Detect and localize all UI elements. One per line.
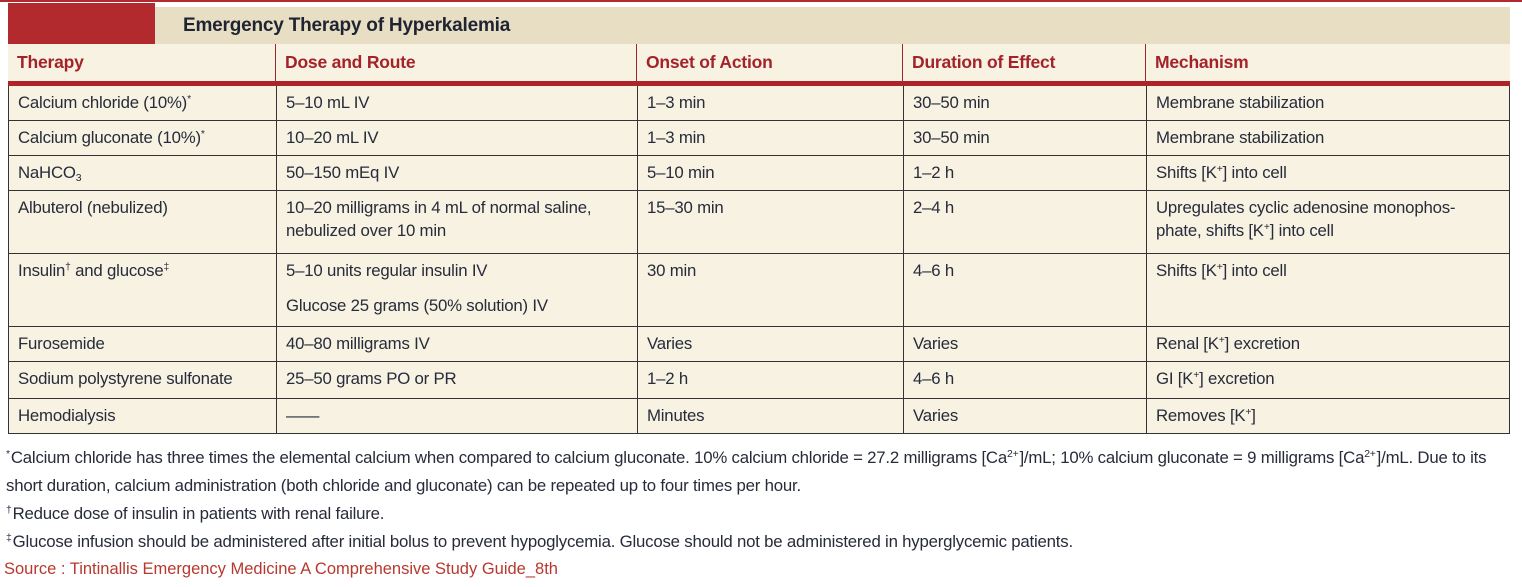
footnote: *Calcium chloride has three times the el… — [6, 448, 1487, 495]
cell-mechanism: Membrane stabilization — [1146, 86, 1509, 120]
column-header-onset-of-action: Onset of Action — [636, 44, 902, 81]
cell-onset-of-action: 1–2 h — [637, 362, 903, 398]
cell-duration-of-effect: 1–2 h — [903, 156, 1146, 190]
cell-therapy: Calcium chloride (10%)* — [18, 93, 191, 112]
cell-therapy: NaHCO3 — [18, 163, 82, 184]
column-header-mechanism: Mechanism — [1145, 44, 1510, 81]
footnote: ‡Glucose infusion should be administered… — [6, 532, 1073, 551]
cell-mechanism: Removes [K+] — [1146, 399, 1509, 433]
cell-duration-of-effect: 4–6 h — [903, 362, 1146, 398]
cell-mechanism: Shifts [K+] into cell — [1146, 254, 1509, 326]
cell-mechanism: Membrane stabilization — [1146, 121, 1509, 155]
title-accent-block — [8, 3, 155, 44]
top-rule — [0, 0, 1522, 2]
table-body: Calcium chloride (10%)* 5–10 mL IV 1–3 min… — [8, 86, 1510, 434]
cell-dose-and-route: 40–80 milligrams IV — [276, 327, 637, 361]
table-row: Furosemide 40–80 milligrams IV Varies Varie… — [9, 326, 1509, 361]
cell-mechanism: Renal [K+] excretion — [1146, 327, 1509, 361]
cell-dose-and-route: 25–50 grams PO or PR — [276, 362, 637, 398]
table-row: NaHCO3 50–150 mEq IV 5–10 min 1–2 h Shifts [… — [9, 155, 1509, 190]
cell-duration-of-effect: Varies — [903, 399, 1146, 433]
cell-onset-of-action: 5–10 min — [637, 156, 903, 190]
therapy-table: Therapy Dose and Route Onset of Action Dura… — [8, 44, 1510, 434]
cell-onset-of-action: 30 min — [637, 254, 903, 326]
cell-therapy: Calcium gluconate (10%)* — [18, 128, 205, 147]
cell-mechanism: Shifts [K+] into cell — [1146, 156, 1509, 190]
cell-mechanism: GI [K+] excretion — [1146, 362, 1509, 398]
cell-onset-of-action: 1–3 min — [637, 121, 903, 155]
cell-duration-of-effect: 2–4 h — [903, 191, 1146, 253]
cell-duration-of-effect: 30–50 min — [903, 121, 1146, 155]
cell-dose-and-route: 5–10 mL IV — [276, 86, 637, 120]
table-row: Insulin† and glucose‡ 5–10 units regular … — [9, 253, 1509, 326]
column-header-therapy: Therapy — [17, 52, 84, 72]
cell-dose-and-route: 10–20 milligrams in 4 mL of normal salin… — [276, 191, 637, 253]
cell-dose-and-route: —— — [276, 399, 637, 433]
table-row: Calcium chloride (10%)* 5–10 mL IV 1–3 min… — [9, 86, 1509, 120]
cell-therapy: Furosemide — [18, 334, 105, 353]
cell-duration-of-effect: 30–50 min — [903, 86, 1146, 120]
table-row: Sodium polystyrene sulfonate 25–50 grams … — [9, 361, 1509, 398]
source-citation: Source : Tintinallis Emergency Medicine … — [4, 560, 558, 578]
header-divider-rule — [8, 81, 1510, 86]
cell-dose-and-route: 50–150 mEq IV — [276, 156, 637, 190]
cell-onset-of-action: Minutes — [637, 399, 903, 433]
cell-dose-and-route: 5–10 units regular insulin IV Glucose 25 … — [276, 254, 637, 326]
column-header-dose-and-route: Dose and Route — [275, 44, 636, 81]
table-row: Albuterol (nebulized) 10–20 milligrams in… — [9, 190, 1509, 253]
footnotes: *Calcium chloride has three times the el… — [6, 444, 1514, 556]
footnote: †Reduce dose of insulin in patients with… — [6, 504, 385, 523]
cell-mechanism: Upregulates cyclic adenosine monophos-ph… — [1146, 191, 1509, 253]
cell-therapy: Insulin† and glucose‡ — [18, 261, 170, 280]
cell-onset-of-action: 1–3 min — [637, 86, 903, 120]
column-header-duration-of-effect: Duration of Effect — [902, 44, 1145, 81]
cell-dose-and-route: 10–20 mL IV — [276, 121, 637, 155]
table-header-row: Therapy Dose and Route Onset of Action Dura… — [8, 44, 1510, 81]
cell-therapy: Sodium polystyrene sulfonate — [18, 369, 233, 388]
cell-therapy: Albuterol (nebulized) — [18, 198, 168, 217]
title-bar — [8, 7, 1510, 44]
cell-onset-of-action: Varies — [637, 327, 903, 361]
table-row: Hemodialysis —— Minutes Varies Removes [K+] — [9, 398, 1509, 433]
cell-duration-of-effect: Varies — [903, 327, 1146, 361]
cell-onset-of-action: 15–30 min — [637, 191, 903, 253]
table-title: Emergency Therapy of Hyperkalemia — [183, 14, 511, 36]
cell-duration-of-effect: 4–6 h — [903, 254, 1146, 326]
cell-therapy: Hemodialysis — [18, 406, 116, 425]
table-row: Calcium gluconate (10%)* 10–20 mL IV 1–3 m… — [9, 120, 1509, 155]
